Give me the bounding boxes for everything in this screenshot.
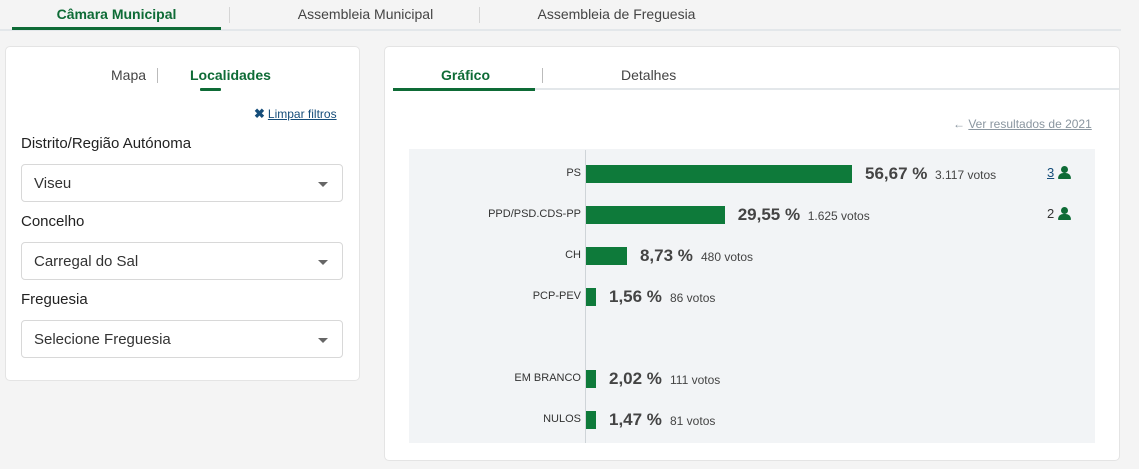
votes-label: 3.117 votos: [935, 168, 997, 182]
result-bar: [586, 288, 596, 306]
mandates-number: 2: [1047, 206, 1055, 221]
results-chart: [409, 149, 1095, 443]
party-label: CH: [565, 249, 581, 261]
district-label: Distrito/Região Autónoma: [21, 135, 192, 152]
percentage-label: 29,55 %: [737, 205, 801, 224]
clear-filters-link[interactable]: ✖ Limpar filtros: [254, 106, 337, 122]
district-select[interactable]: Viseu: [21, 164, 343, 202]
mandates-count: 2: [1047, 206, 1072, 221]
tabs-divider: [393, 88, 1119, 90]
votes-label: 1.625 votos: [807, 209, 870, 223]
tab-assembleia-freguesia[interactable]: Assembleia de Freguesia: [537, 6, 696, 22]
votes-label: 111 votos: [670, 373, 721, 387]
result-bar: [586, 247, 627, 265]
mandates-number: 3: [1047, 165, 1055, 180]
previous-results-link[interactable]: ← Ver resultados de 2021: [953, 117, 1092, 131]
tab-assembleia-municipal[interactable]: Assembleia Municipal: [297, 6, 434, 22]
percentage-label: 8,73 %: [639, 246, 693, 265]
parish-select[interactable]: Selecione Freguesia: [21, 320, 343, 358]
tab-grafico[interactable]: Gráfico: [441, 67, 491, 83]
election-type-tabs: Câmara Municipal Assembleia Municipal As…: [0, 0, 1121, 31]
chevron-down-icon: [318, 182, 328, 187]
party-label: EM BRANCO: [514, 372, 581, 384]
municipality-label: Concelho: [21, 213, 85, 230]
party-label: PCP-PEV: [532, 290, 581, 302]
result-bar: [586, 165, 852, 183]
chevron-down-icon: [318, 260, 328, 265]
percentage-label: 1,56 %: [609, 287, 662, 306]
clear-filters-label: Limpar filtros: [267, 107, 337, 121]
previous-results-label: Ver resultados de 2021: [968, 117, 1092, 131]
percentage-label: 1,47 %: [609, 410, 662, 429]
tab-camara-municipal[interactable]: Câmara Municipal: [12, 0, 221, 30]
percentage-label: 2,02 %: [609, 369, 662, 388]
votes-label: 81 votos: [670, 414, 716, 428]
result-bar: [586, 370, 596, 388]
result-bar: [586, 411, 596, 429]
tab-separator: [479, 7, 480, 23]
chevron-down-icon: [318, 338, 328, 343]
votes-label: 480 votos: [700, 250, 754, 264]
parish-value: Selecione Freguesia: [34, 331, 171, 348]
person-icon: [1058, 166, 1072, 179]
active-tab-indicator: [393, 88, 535, 91]
municipality-select[interactable]: Carregal do Sal: [21, 242, 343, 280]
result-bar: [586, 206, 725, 224]
arrow-left-icon: ←: [953, 117, 965, 131]
tab-mapa[interactable]: Mapa: [111, 67, 147, 83]
person-icon: [1058, 207, 1072, 220]
tab-detalhes[interactable]: Detalhes: [621, 67, 677, 83]
party-label: NULOS: [543, 413, 581, 425]
close-icon: ✖: [254, 106, 265, 121]
district-value: Viseu: [34, 175, 72, 192]
mandates-count[interactable]: 3: [1047, 165, 1072, 180]
percentage-label: 56,67 %: [865, 164, 928, 183]
party-label: PS: [566, 167, 581, 179]
tab-separator: [157, 68, 158, 83]
chart-axis: [585, 150, 586, 443]
tab-separator: [542, 68, 543, 83]
active-tab-indicator: [200, 88, 221, 91]
tab-localidades[interactable]: Localidades: [190, 67, 271, 83]
tab-separator: [229, 7, 230, 23]
votes-label: 86 votos: [670, 291, 716, 305]
party-label: PPD/PSD.CDS-PP: [488, 208, 581, 220]
municipality-value: Carregal do Sal: [34, 253, 139, 270]
parish-label: Freguesia: [21, 291, 88, 308]
